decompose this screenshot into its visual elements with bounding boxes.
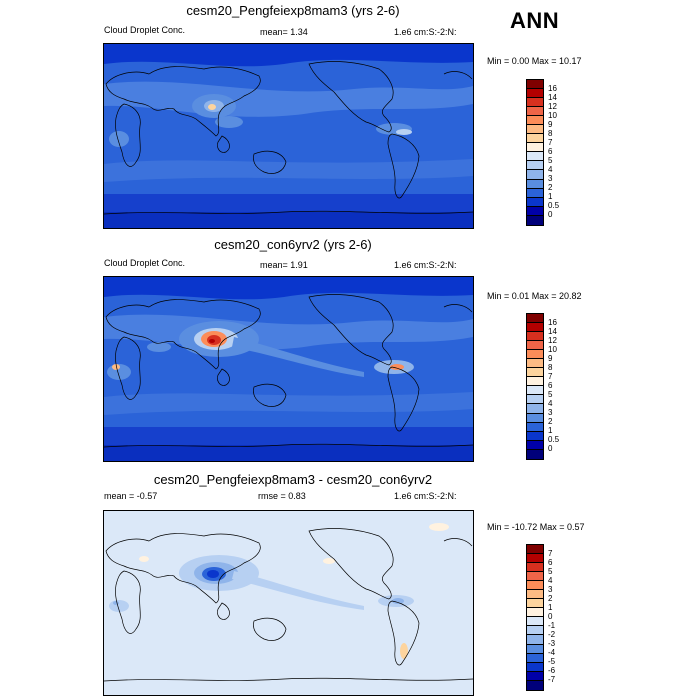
panel-1-cb-label: 12 (548, 102, 557, 111)
panel-2-title: cesm20_con6yrv2 (yrs 2-6) (214, 237, 372, 252)
panel-2-units: 1.e6 cm:S:-2:N: (394, 260, 457, 270)
panel-2-cb-label: 6 (548, 381, 553, 390)
panel-3-cb-label: -4 (548, 648, 556, 657)
panel-2-cb-label: 8 (548, 363, 553, 372)
panel-1-variable-label: Cloud Droplet Conc. (104, 25, 186, 35)
panel-3-cb-label: -5 (548, 657, 556, 666)
panel-3-cb-label: -6 (548, 666, 556, 675)
panel-2-cb-label: 10 (548, 345, 557, 354)
panel-2-cb-label: 14 (548, 327, 557, 336)
panel-2-cb-label: 4 (548, 399, 553, 408)
panel-3-title: cesm20_Pengfeiexp8mam3 - cesm20_con6yrv2 (153, 472, 433, 487)
panel-1-cb-label: 1 (548, 192, 553, 201)
panel-1-cb-label: 0.5 (548, 201, 560, 210)
panel-1-units: 1.e6 cm:S:-2:N: (394, 27, 457, 37)
panel-1-cb-label: 2 (548, 183, 553, 192)
panel-1-cb-label: 5 (548, 156, 553, 165)
panel-3-cb-label: 3 (548, 585, 553, 594)
panel-2-minmax: Min = 0.01 Max = 20.82 (487, 291, 582, 301)
panel-1-minmax: Min = 0.00 Max = 10.17 (487, 56, 582, 66)
panel-3-minmax: Min = -10.72 Max = 0.57 (487, 522, 585, 532)
panel-2-mean: mean= 1.91 (260, 260, 308, 270)
panel-3-cb-label: 1 (548, 603, 553, 612)
panel-3-cb-label: 0 (548, 612, 553, 621)
panel-3-cb-label: -2 (548, 630, 556, 639)
panel-3-cb-label: -3 (548, 639, 556, 648)
panel-1-cb-label: 6 (548, 147, 553, 156)
panel-1-map (103, 43, 474, 229)
panel-2-colorbar (526, 313, 544, 460)
panel-3-cb-label: 6 (548, 558, 553, 567)
panel-1-cb-label: 7 (548, 138, 553, 147)
panel-2-cb-label: 16 (548, 318, 557, 327)
panel-1-cb-label: 14 (548, 93, 557, 102)
panel-3-units: 1.e6 cm:S:-2:N: (394, 491, 457, 501)
panel-3-cb-label: 4 (548, 576, 553, 585)
panel-2-map (103, 276, 474, 462)
panel-2-cb-label: 3 (548, 408, 553, 417)
panel-1-colorbar (526, 79, 544, 226)
panel-2-cb-label: 5 (548, 390, 553, 399)
panel-1-cb-label: 0 (548, 210, 553, 219)
panel-3-map (103, 510, 474, 696)
panel-2-cb-label: 7 (548, 372, 553, 381)
panel-2-cb-label: 1 (548, 426, 553, 435)
panel-3-cb-label: -1 (548, 621, 556, 630)
panel-3-colorbar (526, 544, 544, 691)
panel-1-cb-label: 3 (548, 174, 553, 183)
panel-1-cb-label: 8 (548, 129, 553, 138)
panel-3-cb-label: -7 (548, 675, 556, 684)
panel-1-cb-label: 10 (548, 111, 557, 120)
panel-1-cb-label: 4 (548, 165, 553, 174)
panel-3-rmse: rmse = 0.83 (258, 491, 306, 501)
panel-2-variable-label: Cloud Droplet Conc. (104, 258, 186, 268)
panel-2-cb-label: 12 (548, 336, 557, 345)
panel-3-mean: mean = -0.57 (104, 491, 158, 501)
panel-1-cb-label: 16 (548, 84, 557, 93)
panel-3-cb-label: 5 (548, 567, 553, 576)
panel-1-mean: mean= 1.34 (260, 27, 308, 37)
season-label: ANN (510, 8, 560, 33)
panel-2-cb-label: 0.5 (548, 435, 560, 444)
panel-2-cb-label: 2 (548, 417, 553, 426)
panel-3-cb-label: 7 (548, 549, 553, 558)
panel-1-title: cesm20_Pengfeiexp8mam3 (yrs 2-6) (186, 3, 400, 18)
panel-1-cb-label: 9 (548, 120, 553, 129)
panel-2-cb-label: 0 (548, 444, 553, 453)
panel-2-cb-label: 9 (548, 354, 553, 363)
panel-3-cb-label: 2 (548, 594, 553, 603)
